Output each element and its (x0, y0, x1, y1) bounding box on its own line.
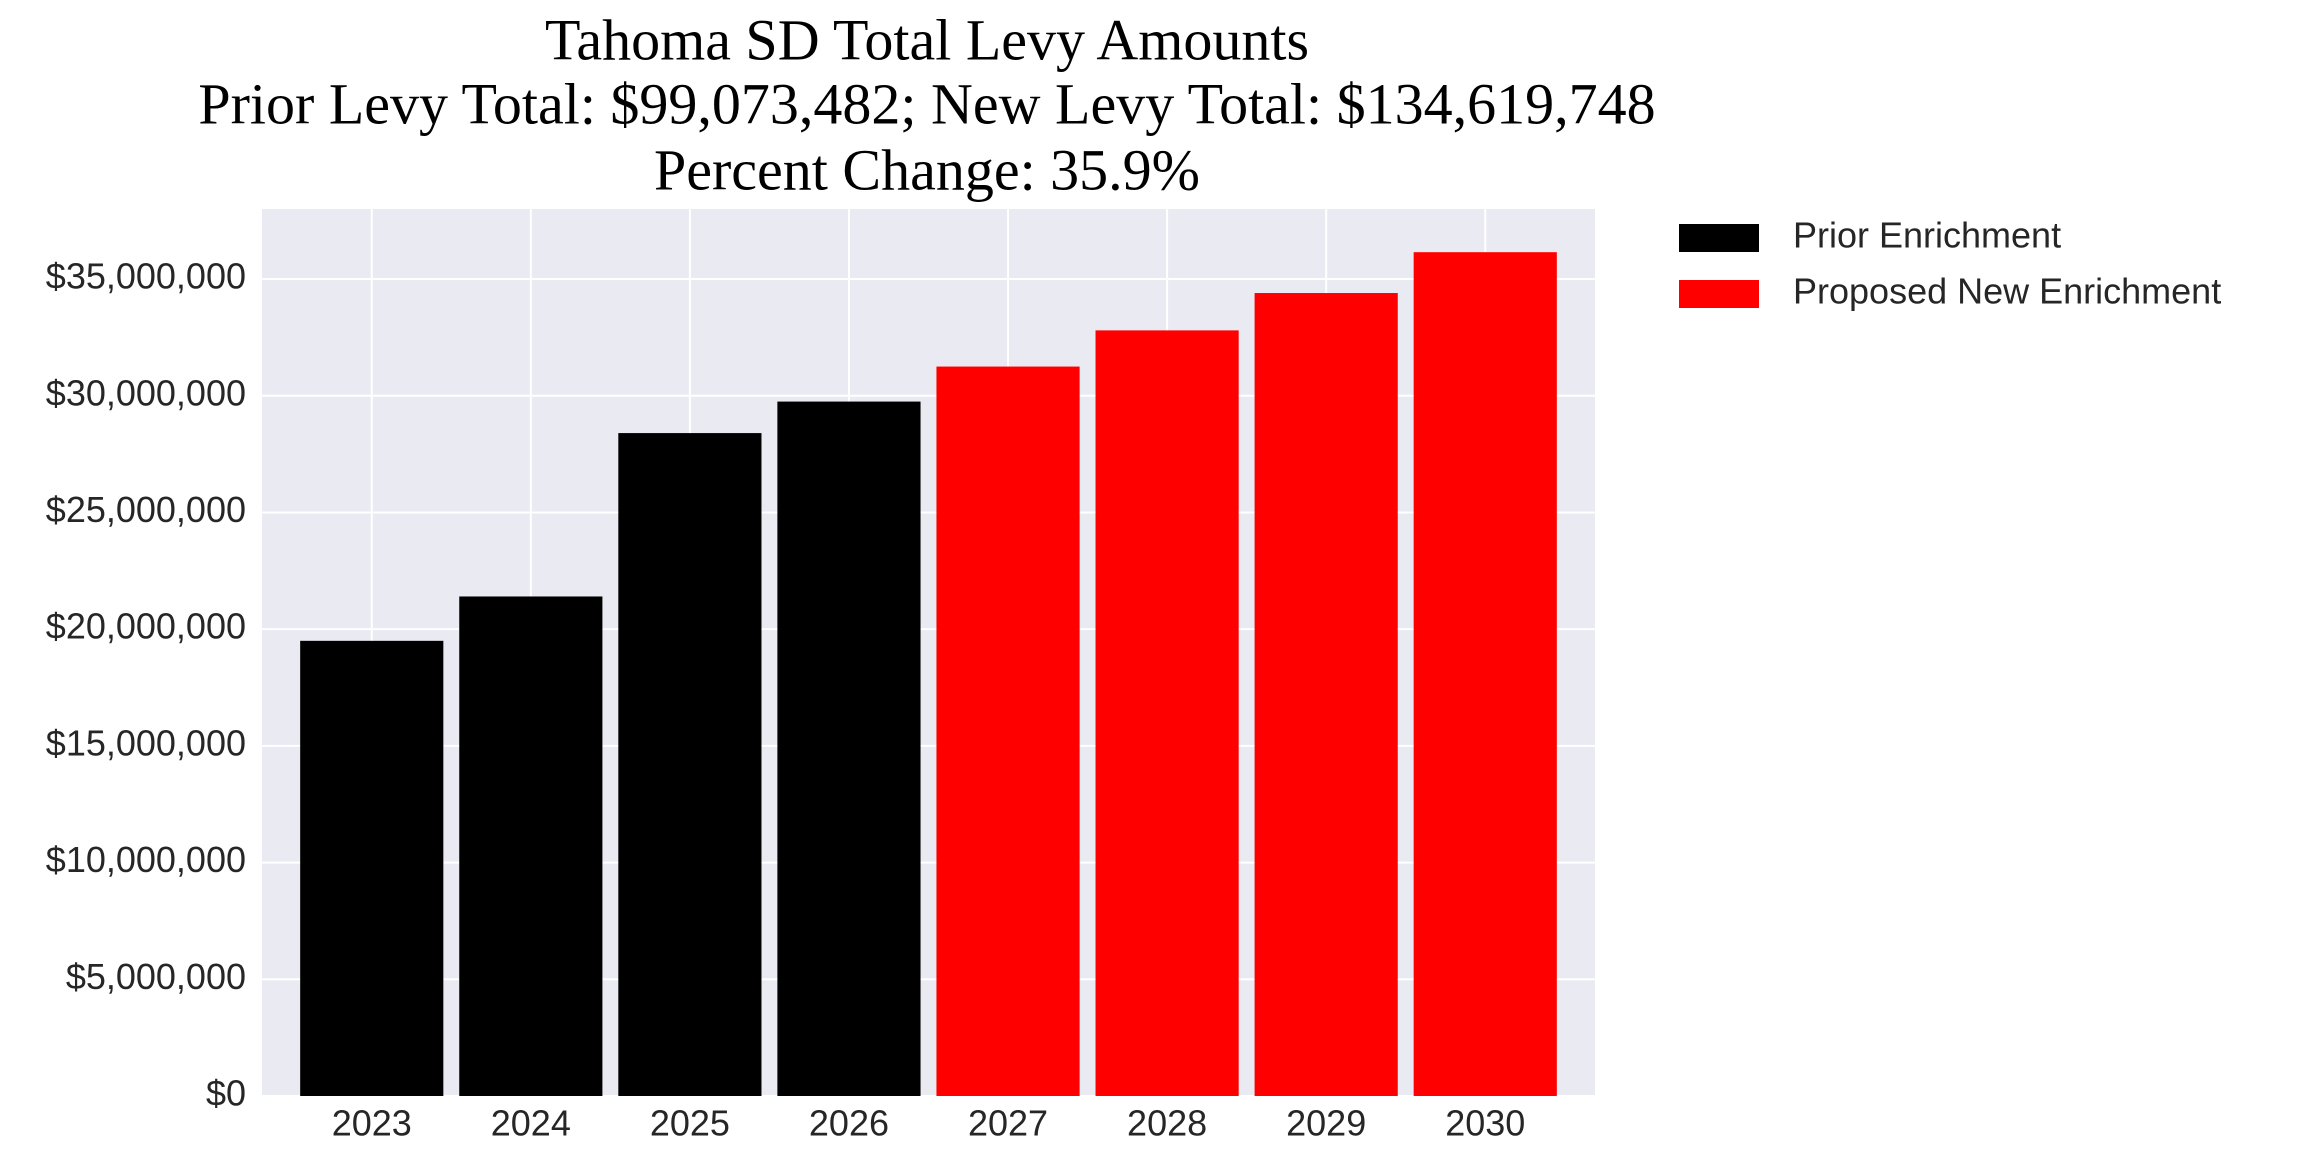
chart-subtitle: Prior Levy Total: $99,073,482; New Levy … (198, 71, 1655, 136)
bar (300, 640, 444, 1096)
y-tick-label: $30,000,000 (46, 372, 246, 413)
y-tick-label: $0 (206, 1073, 246, 1114)
legend-swatch (1679, 280, 1759, 308)
legend-swatch (1679, 224, 1759, 252)
chart-subtitle: Percent Change: 35.9% (654, 137, 1200, 202)
x-tick-label: 2027 (968, 1103, 1048, 1144)
bar (459, 596, 603, 1096)
chart-title: Tahoma SD Total Levy Amounts (545, 7, 1309, 72)
y-tick-label: $20,000,000 (46, 606, 246, 647)
bar (1254, 293, 1398, 1096)
x-tick-label: 2030 (1445, 1103, 1525, 1144)
bar (777, 401, 921, 1096)
y-tick-label: $35,000,000 (46, 256, 246, 297)
y-tick-label: $15,000,000 (46, 722, 246, 763)
y-tick-label: $25,000,000 (46, 489, 246, 530)
x-tick-label: 2028 (1127, 1103, 1207, 1144)
y-tick-label: $10,000,000 (46, 839, 246, 880)
bar (1413, 252, 1557, 1097)
bar (618, 433, 762, 1096)
x-tick-label: 2024 (491, 1103, 571, 1144)
legend-label: Proposed New Enrichment (1793, 271, 2221, 312)
x-tick-label: 2026 (809, 1103, 889, 1144)
bar (936, 366, 1080, 1096)
bar (1095, 330, 1239, 1097)
legend-label: Prior Enrichment (1793, 215, 2061, 256)
x-tick-label: 2029 (1286, 1103, 1366, 1144)
x-tick-label: 2023 (332, 1103, 412, 1144)
y-tick-label: $5,000,000 (66, 956, 246, 997)
x-tick-label: 2025 (650, 1103, 730, 1144)
